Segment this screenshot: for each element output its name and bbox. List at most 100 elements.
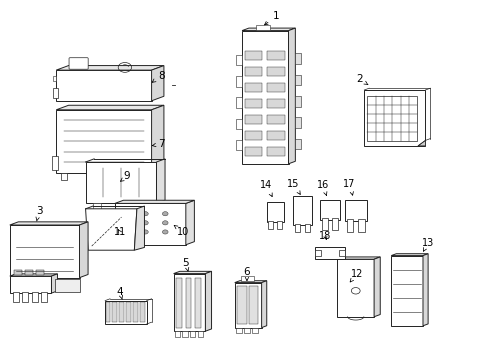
Text: 8: 8 [152, 71, 164, 82]
Bar [133, 302, 138, 322]
Text: 5: 5 [182, 258, 189, 271]
Polygon shape [56, 105, 163, 110]
Circle shape [162, 230, 168, 234]
Text: 13: 13 [421, 238, 433, 251]
Text: 14: 14 [260, 180, 272, 197]
Polygon shape [390, 254, 427, 256]
Polygon shape [373, 257, 380, 317]
Bar [119, 302, 123, 322]
Text: 12: 12 [349, 269, 363, 282]
Bar [252, 328, 257, 333]
Bar [322, 218, 327, 230]
Bar [236, 97, 242, 108]
Bar [36, 270, 44, 275]
Polygon shape [242, 31, 288, 164]
Polygon shape [10, 222, 88, 225]
Polygon shape [422, 254, 427, 326]
Bar [358, 219, 364, 232]
Bar [185, 278, 191, 328]
Bar [61, 173, 66, 180]
Bar [244, 83, 262, 92]
Bar [236, 140, 242, 150]
Bar [236, 118, 242, 129]
Circle shape [122, 230, 128, 234]
Bar [244, 51, 262, 60]
Circle shape [142, 221, 148, 225]
Bar [266, 67, 284, 76]
Bar [22, 292, 28, 302]
Polygon shape [151, 105, 163, 173]
Polygon shape [56, 66, 163, 70]
Bar [244, 99, 262, 108]
Polygon shape [173, 271, 211, 274]
Bar [293, 196, 311, 225]
Bar [320, 200, 339, 220]
Text: 2: 2 [355, 74, 367, 85]
Polygon shape [337, 257, 380, 259]
Bar [295, 139, 300, 149]
Bar [315, 247, 344, 259]
Text: 15: 15 [286, 179, 300, 194]
Polygon shape [56, 70, 151, 101]
Polygon shape [205, 271, 211, 331]
Bar [53, 76, 56, 81]
Text: 9: 9 [120, 171, 130, 181]
Polygon shape [115, 203, 185, 245]
Polygon shape [134, 206, 144, 250]
Bar [176, 278, 182, 328]
Bar [267, 221, 272, 229]
Bar [190, 331, 195, 337]
Bar [339, 250, 345, 256]
Text: 4: 4 [116, 287, 123, 300]
Bar [266, 115, 284, 124]
Circle shape [142, 230, 148, 234]
Text: 18: 18 [318, 231, 331, 241]
Bar [105, 302, 110, 322]
Bar [195, 278, 201, 328]
Text: 11: 11 [113, 227, 126, 237]
Text: 17: 17 [343, 179, 355, 195]
Bar [295, 96, 300, 107]
Text: 7: 7 [152, 139, 164, 149]
Bar [182, 331, 187, 337]
Bar [248, 286, 258, 324]
Bar [53, 88, 58, 98]
Polygon shape [337, 259, 373, 317]
Bar [25, 270, 33, 275]
Polygon shape [85, 209, 137, 250]
Bar [266, 131, 284, 140]
Bar [93, 203, 101, 210]
Bar [332, 218, 337, 230]
Bar [295, 117, 300, 128]
Bar [346, 219, 352, 232]
Polygon shape [390, 256, 422, 326]
Bar [241, 276, 253, 281]
Polygon shape [56, 110, 151, 173]
Bar [55, 279, 80, 292]
Polygon shape [80, 222, 88, 278]
Circle shape [122, 221, 128, 225]
Polygon shape [10, 274, 58, 276]
Bar [244, 147, 262, 156]
Bar [266, 202, 283, 222]
Bar [295, 224, 300, 232]
Bar [344, 200, 366, 221]
Bar [244, 131, 262, 140]
Polygon shape [242, 28, 295, 31]
Circle shape [162, 221, 168, 225]
Text: 6: 6 [243, 267, 250, 281]
Polygon shape [234, 281, 266, 283]
Bar [14, 270, 22, 275]
Bar [314, 250, 320, 256]
Bar [197, 331, 203, 337]
Bar [126, 302, 131, 322]
Polygon shape [417, 140, 425, 146]
Polygon shape [185, 200, 194, 245]
Bar [112, 302, 117, 322]
Polygon shape [261, 281, 266, 328]
Bar [236, 328, 241, 333]
Text: 1: 1 [264, 11, 279, 25]
Circle shape [162, 212, 168, 216]
Bar [305, 224, 309, 232]
Text: 16: 16 [316, 180, 328, 195]
